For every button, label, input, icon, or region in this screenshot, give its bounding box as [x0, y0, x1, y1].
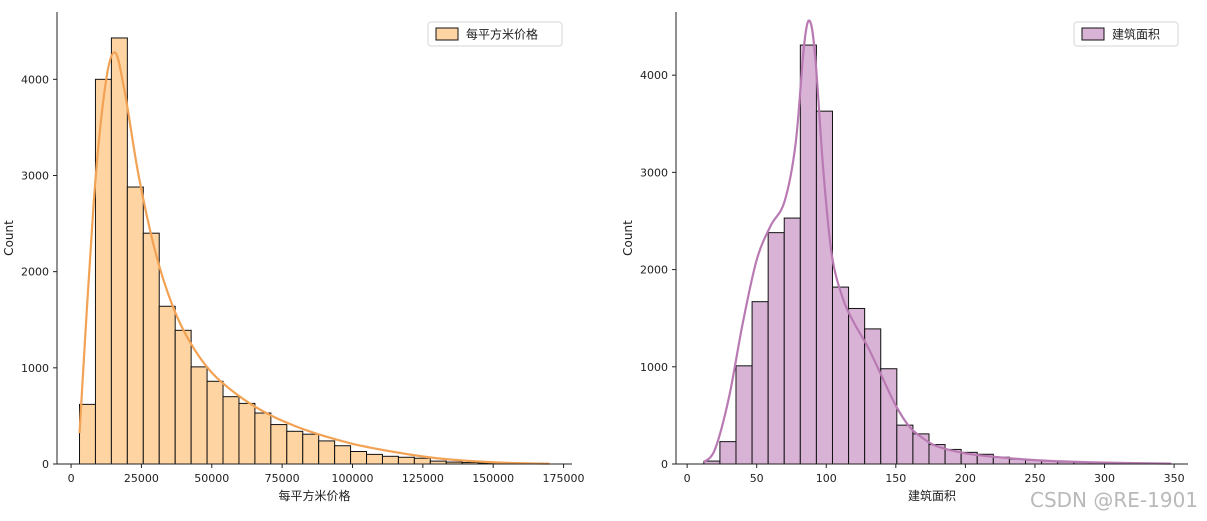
y-axis-label: Count [2, 220, 16, 256]
x-tick-label: 50000 [194, 472, 229, 485]
x-tick-label: 25000 [124, 472, 159, 485]
watermark: CSDN @RE-1901 [1030, 488, 1199, 512]
chart-panel-1: 0 25000 50000 75000 100000 125000 150000 175000… [2, 12, 585, 503]
histogram-bar [270, 424, 288, 465]
histogram-bar [334, 445, 352, 465]
histogram-bar [896, 424, 914, 465]
kde-line [703, 19, 1172, 465]
x-tick-label: 50 [750, 472, 764, 485]
histogram-bar [94, 78, 112, 465]
histogram-bar [912, 433, 930, 465]
histogram-bar [783, 217, 801, 465]
legend-box [427, 21, 563, 47]
y-tick-label: 2000 [640, 264, 668, 277]
histogram-bar [302, 433, 320, 465]
histogram-bar [110, 37, 128, 465]
y-tick-label: 0 [42, 458, 49, 471]
legend-swatch [435, 27, 459, 41]
legend-label: 每平方米价格 [466, 27, 538, 42]
x-tick-label: 250 [1024, 472, 1045, 485]
legend: 每平方米价格 [427, 21, 563, 47]
legend: 建筑面积 [1073, 21, 1179, 47]
histogram-bar [767, 232, 785, 465]
chart-panel-2: 0 50 100 150 200 250 300 350 0 1000 2000 3000 4000 建筑… [621, 12, 1188, 503]
y-tick-label: 3000 [21, 169, 49, 182]
x-tick-label: 100 [816, 472, 837, 485]
histogram-bar [815, 110, 833, 465]
x-tick-label: 300 [1094, 472, 1115, 485]
y-tick-label: 3000 [640, 166, 668, 179]
y-tick-label: 1000 [21, 362, 49, 375]
histogram-bar [864, 328, 882, 465]
histogram-bar [206, 380, 224, 465]
y-tick-label: 0 [661, 458, 668, 471]
histogram-bar [848, 307, 866, 465]
histogram-bar [238, 402, 256, 465]
x-tick-label: 100000 [331, 472, 373, 485]
histogram-bar [397, 456, 415, 465]
histogram-bar [126, 186, 144, 465]
x-tick-label: 75000 [265, 472, 300, 485]
x-tick-label: 150 [885, 472, 906, 485]
x-tick-label: 125000 [402, 472, 444, 485]
x-axis-label: 每平方米价格 [278, 488, 350, 503]
histogram-bar [158, 305, 176, 465]
x-tick-label: 175000 [543, 472, 585, 485]
histogram-bar [190, 366, 208, 465]
histogram-bar [880, 368, 898, 465]
legend-swatch [1081, 27, 1105, 41]
histogram-bar [413, 457, 431, 465]
kde-line [78, 51, 550, 465]
histogram-bar [222, 396, 240, 465]
histogram-bar [79, 403, 96, 465]
histogram-bar [751, 301, 769, 465]
x-tick-label: 0 [68, 472, 75, 485]
histogram-bar [366, 453, 383, 465]
histogram-bar [831, 286, 850, 465]
y-tick-label: 2000 [21, 266, 49, 279]
x-tick-label: 150000 [472, 472, 514, 485]
histogram-bar [142, 232, 160, 465]
x-tick-label: 0 [684, 472, 691, 485]
y-axis-label: Count [621, 220, 635, 256]
x-tick-label: 350 [1164, 472, 1185, 485]
x-axis-label: 建筑面积 [908, 488, 956, 503]
histogram-bar [350, 451, 368, 465]
histogram-bar [735, 365, 753, 465]
legend-label: 建筑面积 [1112, 27, 1160, 42]
histogram-bar [174, 329, 192, 465]
histogram-bar [286, 430, 304, 465]
histogram-bar [381, 455, 399, 465]
y-tick-label: 1000 [640, 361, 668, 374]
histogram-bar [318, 440, 336, 465]
y-tick-label: 4000 [21, 73, 49, 86]
histogram-bar [799, 44, 817, 465]
y-tick-label: 4000 [640, 69, 668, 82]
histogram-bar [254, 412, 272, 465]
x-tick-label: 200 [955, 472, 976, 485]
histogram-bar [719, 441, 737, 465]
